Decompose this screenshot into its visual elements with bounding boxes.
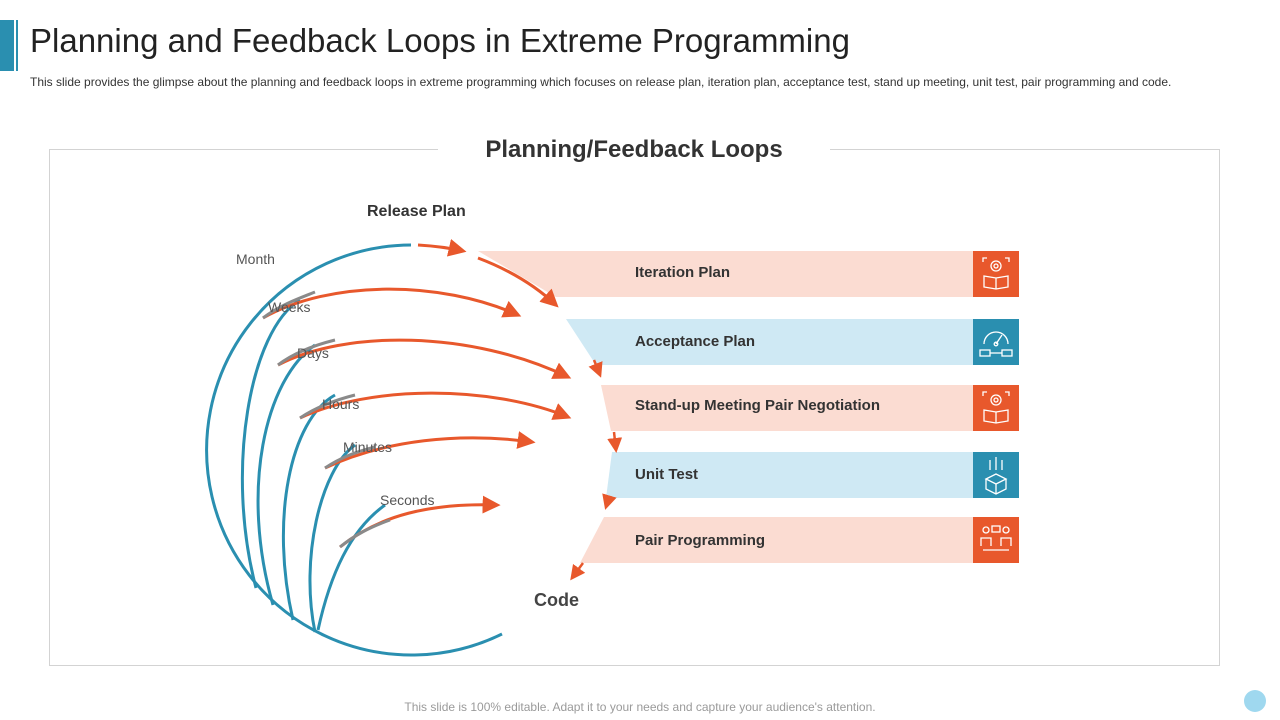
arrow-to-acceptance	[588, 359, 603, 378]
loop-curve-hours	[299, 391, 572, 420]
outer-loop-arc	[205, 243, 503, 657]
gear-book-icon	[982, 257, 1010, 290]
step-label-standup-meeting: Stand-up Meeting Pair Negotiation	[635, 397, 881, 414]
slide-indicator-dot[interactable]	[1244, 690, 1266, 712]
band-stand-up-meeting	[601, 385, 973, 431]
slide-subtitle: This slide provides the glimpse about th…	[30, 75, 1172, 89]
time-scale-minutes: Minutes	[343, 439, 393, 455]
loop-gray-days	[277, 338, 336, 367]
arrow-to-unittest	[602, 493, 617, 510]
loop-arc-seconds	[316, 503, 386, 631]
slide-footer: This slide is 100% editable. Adapt it to…	[404, 700, 876, 714]
time-scale-hours: Hours	[322, 396, 360, 412]
band-acceptance-plan	[566, 319, 973, 365]
code-label: Code	[534, 590, 579, 610]
loop-curve-weeks	[262, 287, 522, 320]
step-label-acceptance-plan: Acceptance Plan	[635, 333, 756, 350]
band-pair-programming	[580, 517, 973, 563]
loop-gray-seconds	[339, 518, 391, 549]
loop-curve-minutes	[324, 431, 536, 470]
pair-people-icon	[980, 525, 1012, 551]
loop-curve-days	[277, 338, 572, 379]
gear-book-icon-2	[982, 391, 1010, 424]
gauge-icon	[979, 331, 1013, 357]
step-label-pair-programming: Pair Programming	[635, 532, 766, 549]
time-scale-seconds: Seconds	[380, 492, 435, 508]
release-plan-label: Release Plan	[367, 203, 466, 220]
arrow-to-standup	[607, 431, 623, 453]
band-iteration-plan	[478, 251, 973, 297]
icon-box-iteration	[973, 251, 1019, 297]
step-label-iteration-plan: Iteration Plan	[635, 264, 731, 281]
time-scale-month: Month	[236, 251, 275, 267]
diagram-heading: Planning/Feedback Loops	[438, 134, 830, 166]
box-icon	[984, 457, 1008, 495]
slide-title: Planning and Feedback Loops in Extreme P…	[30, 22, 850, 59]
icon-box-standup	[973, 385, 1019, 431]
step-label-unit-test: Unit Test	[635, 466, 699, 483]
arrow-to-code	[570, 562, 586, 581]
band-unit-test	[606, 452, 973, 498]
loop-gray-hours	[299, 393, 356, 420]
loop-arc-days	[256, 343, 316, 606]
arrow-release-plan	[417, 238, 467, 257]
loop-arc-minutes	[308, 443, 356, 633]
icon-box-pair	[973, 517, 1019, 563]
time-scale-days: Days	[297, 345, 329, 361]
loop-gray-minutes	[324, 445, 376, 470]
title-accent-bar	[0, 20, 14, 71]
loop-arc-weeks	[240, 298, 301, 589]
title-accent-line	[16, 20, 18, 71]
loop-gray-weeks	[262, 290, 316, 320]
arrow-to-iteration	[477, 256, 559, 308]
time-scale-weeks: Weeks	[268, 299, 311, 315]
